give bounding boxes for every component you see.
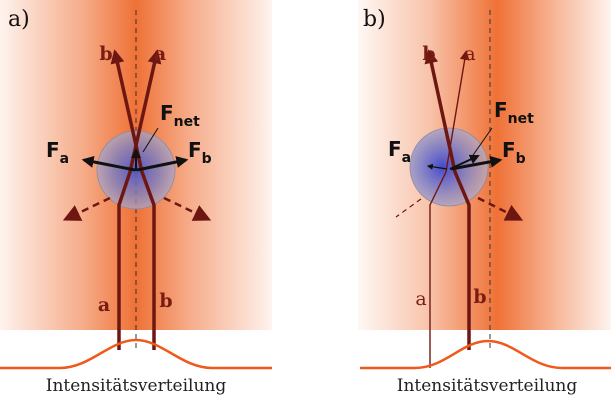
ray-b-top-label-b: b	[422, 43, 435, 65]
force-net-main-a: F	[160, 101, 174, 125]
caption-b: Intensitätsverteilung	[397, 376, 578, 396]
ray-a-path-a	[117, 49, 162, 350]
force-b-main-a: F	[188, 138, 202, 162]
force-net-pointer-b	[470, 127, 493, 159]
force-net-sub-a: net	[174, 114, 200, 130]
force-b-label-a: Fb	[188, 138, 212, 167]
force-b-sub-a: b	[202, 151, 212, 167]
panel-label-a: a)	[8, 7, 30, 32]
force-net-main-b: F	[494, 98, 508, 122]
force-a-main-a: F	[46, 138, 60, 162]
force-a-label-b: Fa	[388, 137, 411, 166]
ray-b-top-label-a: b	[99, 43, 112, 65]
ray-a-bottom-label-b: a	[415, 288, 426, 310]
force-net-label-b: Fnet	[494, 98, 534, 127]
force-a-label-a: Fa	[46, 138, 69, 167]
ray-b-bottom-label-a: b	[159, 290, 172, 312]
reflected-ray-right-b	[477, 196, 524, 221]
force-a-arrow-a	[81, 155, 136, 172]
ray-a-bottom-label-a: a	[98, 294, 110, 316]
intensity-profile-b	[360, 339, 611, 370]
caption-a: Intensitätsverteilung	[46, 376, 227, 396]
ray-a-top-label-b: a	[464, 43, 475, 65]
ray-a-path-b	[429, 50, 470, 368]
panel-a: a) b a a b Fa Fb Fnet Intensitätsverteil…	[0, 0, 272, 396]
force-a-arrow-b	[426, 163, 448, 170]
force-net-pointer-a	[142, 127, 159, 153]
force-net-sub-b: net	[508, 111, 534, 127]
force-a-sub-a: a	[60, 151, 69, 167]
reflected-ray-left-a	[62, 196, 111, 221]
ray-b-path-a	[110, 49, 156, 350]
force-b-main-b: F	[502, 138, 516, 162]
force-net-label-a: Fnet	[160, 101, 200, 130]
force-a-sub-b: a	[402, 150, 411, 166]
force-a-main-b: F	[388, 137, 402, 161]
ray-b-path-b	[424, 49, 471, 350]
reflected-ray-right-a	[163, 196, 212, 221]
force-b-arrow-a	[136, 156, 189, 172]
panel-b: b) b a a b Fa Fb Fnet Intensitätsverteil…	[358, 0, 611, 396]
force-b-label-b: Fb	[502, 138, 526, 167]
ray-a-top-label-a: a	[154, 43, 166, 65]
force-b-arrow-b	[450, 155, 503, 171]
force-net-arrow-b	[449, 154, 480, 170]
panel-label-b: b)	[363, 7, 386, 32]
intensity-profile-a	[0, 338, 272, 370]
sphere-b	[409, 127, 489, 207]
ray-b-bottom-label-b: b	[473, 286, 486, 308]
force-b-sub-b: b	[516, 151, 526, 167]
